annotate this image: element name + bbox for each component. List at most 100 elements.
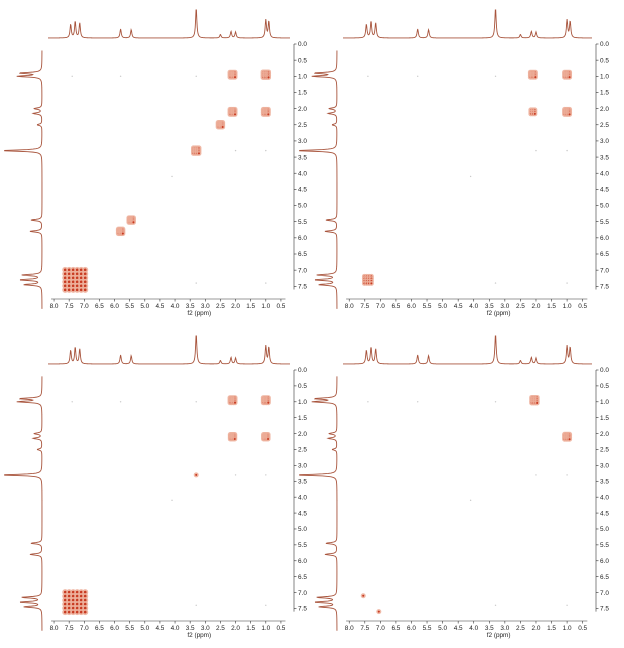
x-tick-label: 8.0 [50, 303, 59, 310]
x-tick-label: 7.0 [376, 303, 385, 310]
x-tick-label: 1.5 [547, 303, 556, 310]
noise-dot [195, 604, 197, 606]
y-tick-label: 6.0 [298, 235, 307, 242]
y-tick-label: 5.5 [298, 219, 307, 226]
top-projection-spectrum [48, 335, 291, 365]
y-tick-label: 3.0 [298, 138, 307, 145]
y-tick-label: 6.5 [298, 251, 307, 258]
x-tick-label: 4.5 [454, 303, 463, 310]
y-tick-label: 6.5 [600, 574, 609, 581]
y-tick-label: 0.5 [600, 57, 609, 64]
x-tick-label: 1.0 [261, 303, 270, 310]
x-tick-label: 6.0 [407, 303, 416, 310]
x-tick-label: 4.0 [469, 625, 478, 632]
x-tick-label: 1.0 [563, 625, 572, 632]
cross-peak [260, 395, 271, 406]
y-tick-label: 3.0 [600, 463, 609, 470]
cross-peak [360, 593, 366, 599]
x-axis-title: f2 (ppm) [487, 632, 511, 639]
x-tick-label: 5.0 [140, 303, 149, 310]
noise-dot [265, 282, 267, 284]
x-tick-label: 1.0 [563, 303, 572, 310]
noise-dot [417, 75, 419, 78]
y-tick-label: 1.5 [600, 415, 609, 422]
x-tick-label: 6.0 [110, 625, 119, 632]
y-tick-label: 7.5 [298, 606, 307, 613]
noise-dot [566, 149, 568, 152]
noise-dot [566, 474, 568, 476]
noise-dot [265, 149, 267, 152]
y-tick-label: 2.0 [298, 106, 307, 113]
cosy-panel-4: 0.0 0.5 1.0 1.5 2.0 2.5 3.0 3.5 4.0 4.5 5.0 5.5 6.0 6… [299, 335, 609, 639]
y-tick-label: 2.5 [298, 122, 307, 129]
x-tick-label: 5.5 [125, 303, 134, 310]
x-tick-label: 3.0 [500, 625, 509, 632]
y-tick-label: 3.5 [298, 154, 307, 161]
y-tick-label: 7.5 [600, 606, 609, 613]
y-tick-label: 5.0 [600, 526, 609, 533]
x-axis-title: f2 (ppm) [187, 310, 211, 317]
x-tick-label: 6.5 [391, 303, 400, 310]
x-tick-label: 3.0 [201, 303, 210, 310]
y-tick-label: 6.5 [600, 251, 609, 258]
left-projection-spectrum [4, 376, 43, 631]
x-tick-label: 4.0 [171, 625, 180, 632]
cross-peak [227, 106, 238, 117]
cross-peak [62, 266, 89, 293]
y-tick-label: 3.0 [600, 138, 609, 145]
y-tick-label: 5.0 [298, 203, 307, 210]
noise-dot [367, 75, 369, 78]
top-projection-spectrum [48, 9, 291, 39]
x-tick-label: 7.0 [80, 303, 89, 310]
x-tick-label: 0.5 [578, 303, 587, 310]
x-tick-label: 6.5 [95, 625, 104, 632]
x-tick-label: 7.5 [360, 303, 369, 310]
y-tick-label: 2.0 [600, 431, 609, 438]
noise-dot [71, 75, 73, 78]
cross-peak [115, 226, 126, 237]
noise-dot [494, 604, 497, 606]
x-tick-label: 6.5 [391, 625, 400, 632]
y-tick-label: 0.0 [298, 41, 307, 48]
y-tick-label: 0.5 [298, 383, 307, 390]
x-tick-label: 5.5 [423, 625, 432, 632]
noise-dot [119, 401, 122, 403]
y-tick-label: 1.5 [298, 90, 307, 97]
y-tick-label: 4.5 [298, 510, 307, 517]
cross-peak [215, 120, 226, 130]
x-tick-label: 3.5 [186, 303, 195, 310]
x-tick-label: 4.5 [155, 303, 164, 310]
y-tick-label: 4.5 [600, 187, 609, 194]
y-tick-label: 0.0 [600, 41, 609, 48]
x-tick-label: 2.5 [516, 303, 525, 310]
noise-dot [535, 149, 537, 152]
cosy-panel-1: 0.0 0.5 1.0 1.5 2.0 2.5 3.0 3.5 4.0 4.5 5.0 5.5 6.0 6… [4, 9, 307, 317]
y-tick-label: 3.5 [600, 478, 609, 485]
cross-peak [193, 472, 199, 478]
x-tick-label: 0.5 [276, 625, 285, 632]
cross-peak [227, 432, 238, 442]
x-tick-label: 2.0 [532, 303, 541, 310]
cosy-panel-2: 0.0 0.5 1.0 1.5 2.0 2.5 3.0 3.5 4.0 4.5 5.0 5.5 6.0 6… [299, 9, 609, 317]
x-tick-label: 8.0 [50, 625, 59, 632]
x-tick-label: 1.5 [246, 625, 255, 632]
y-tick-label: 5.5 [600, 542, 609, 549]
x-tick-label: 1.0 [261, 625, 270, 632]
y-tick-label: 2.5 [298, 447, 307, 454]
y-tick-label: 6.0 [600, 558, 609, 565]
y-tick-label: 1.5 [600, 90, 609, 97]
noise-dot [195, 401, 197, 403]
x-tick-label: 4.0 [469, 303, 478, 310]
cross-peak [376, 609, 382, 615]
x-tick-label: 5.0 [438, 303, 447, 310]
noise-dot [469, 175, 472, 178]
x-tick-label: 2.0 [231, 625, 240, 632]
cross-peak [529, 394, 540, 406]
y-tick-label: 2.5 [600, 122, 609, 129]
x-tick-label: 3.5 [485, 303, 494, 310]
y-tick-label: 3.5 [298, 478, 307, 485]
y-tick-label: 4.0 [600, 494, 609, 501]
cross-peak [261, 432, 271, 442]
noise-dot [265, 474, 267, 476]
